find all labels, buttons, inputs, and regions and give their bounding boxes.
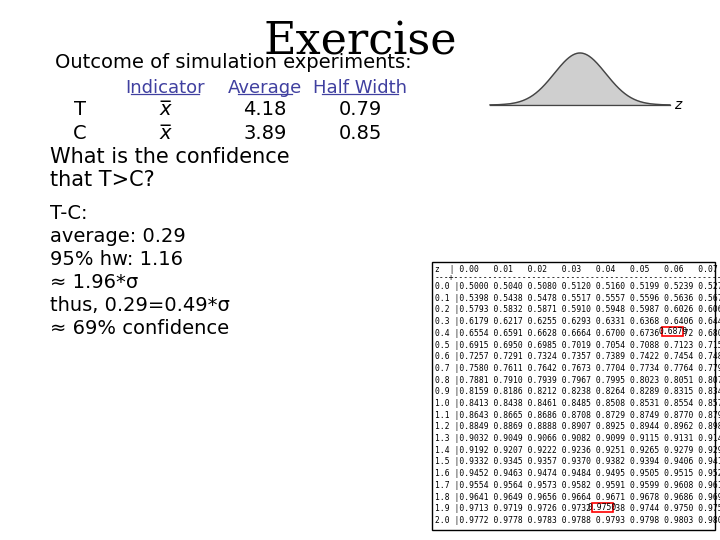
Text: 1.4 |0.9192 0.9207 0.9222 0.9236 0.9251 0.9265 0.9279 0.9292 0.9306 0.9319: 1.4 |0.9192 0.9207 0.9222 0.9236 0.9251 … <box>435 446 720 455</box>
Text: What is the confidence: What is the confidence <box>50 147 289 167</box>
Polygon shape <box>490 53 670 105</box>
Text: 1.9 |0.9713 0.9719 0.9726 0.9732 0.9738 0.9744 0.9750 0.9756 0.9761 0.9767: 1.9 |0.9713 0.9719 0.9726 0.9732 0.9738 … <box>435 504 720 514</box>
Text: 1.1 |0.8643 0.8665 0.8686 0.8708 0.8729 0.8749 0.8770 0.8790 0.8810 0.8830: 1.1 |0.8643 0.8665 0.8686 0.8708 0.8729 … <box>435 411 720 420</box>
Text: Half Width: Half Width <box>313 79 407 97</box>
Text: T-C:: T-C: <box>50 204 88 223</box>
Text: 1.3 |0.9032 0.9049 0.9066 0.9082 0.9099 0.9115 0.9131 0.9147 0.9162 0.9177: 1.3 |0.9032 0.9049 0.9066 0.9082 0.9099 … <box>435 434 720 443</box>
Text: 0.79: 0.79 <box>338 100 382 119</box>
Text: ≈ 1.96*σ: ≈ 1.96*σ <box>50 273 138 292</box>
Text: x̅: x̅ <box>159 124 171 143</box>
Text: 2.0 |0.9772 0.9778 0.9783 0.9788 0.9793 0.9798 0.9803 0.9808 0.9812 0.9817: 2.0 |0.9772 0.9778 0.9783 0.9788 0.9793 … <box>435 516 720 525</box>
Text: ---+------------------------------------------------------------------------: ---+------------------------------------… <box>435 273 720 282</box>
Text: z  | 0.00   0.01   0.02   0.03   0.04   0.05   0.06   0.07   0.08   0.09: z | 0.00 0.01 0.02 0.03 0.04 0.05 0.06 0… <box>435 265 720 274</box>
Text: 1.8 |0.9641 0.9649 0.9656 0.9664 0.9671 0.9678 0.9686 0.9693 0.9699 0.9706: 1.8 |0.9641 0.9649 0.9656 0.9664 0.9671 … <box>435 492 720 502</box>
Text: thus, 0.29=0.49*σ: thus, 0.29=0.49*σ <box>50 296 230 315</box>
Text: 1.6 |0.9452 0.9463 0.9474 0.9484 0.9495 0.9505 0.9515 0.9525 0.9535 0.9545: 1.6 |0.9452 0.9463 0.9474 0.9484 0.9495 … <box>435 469 720 478</box>
Text: 0.6 |0.7257 0.7291 0.7324 0.7357 0.7389 0.7422 0.7454 0.7486 0.7517 0.7549: 0.6 |0.7257 0.7291 0.7324 0.7357 0.7389 … <box>435 352 720 361</box>
Text: 0.1 |0.5398 0.5438 0.5478 0.5517 0.5557 0.5596 0.5636 0.5675 0.5714 0.5753: 0.1 |0.5398 0.5438 0.5478 0.5517 0.5557 … <box>435 294 720 303</box>
Text: 1.7 |0.9554 0.9564 0.9573 0.9582 0.9591 0.9599 0.9608 0.9616 0.9625 0.9633: 1.7 |0.9554 0.9564 0.9573 0.9582 0.9591 … <box>435 481 720 490</box>
Text: 0.9750: 0.9750 <box>588 503 617 512</box>
Text: 4.18: 4.18 <box>243 100 287 119</box>
FancyBboxPatch shape <box>432 262 715 530</box>
Text: 0.3 |0.6179 0.6217 0.6255 0.6293 0.6331 0.6368 0.6406 0.6443 0.6480 0.6517: 0.3 |0.6179 0.6217 0.6255 0.6293 0.6331 … <box>435 317 720 326</box>
Text: ≈ 69% confidence: ≈ 69% confidence <box>50 319 229 338</box>
Text: 0.4 |0.6554 0.6591 0.6628 0.6664 0.6700 0.6736 0.6772 0.6808 0.6844 0.6879: 0.4 |0.6554 0.6591 0.6628 0.6664 0.6700 … <box>435 329 720 338</box>
Text: C: C <box>73 124 87 143</box>
Text: 0.0 |0.5000 0.5040 0.5080 0.5120 0.5160 0.5199 0.5239 0.5279 0.5319 0.5359: 0.0 |0.5000 0.5040 0.5080 0.5120 0.5160 … <box>435 282 720 291</box>
Text: 1.2 |0.8849 0.8869 0.8888 0.8907 0.8925 0.8944 0.8962 0.8980 0.8997 0.9015: 1.2 |0.8849 0.8869 0.8888 0.8907 0.8925 … <box>435 422 720 431</box>
Text: Average: Average <box>228 79 302 97</box>
FancyBboxPatch shape <box>662 327 683 336</box>
Text: 1.5 |0.9332 0.9345 0.9357 0.9370 0.9382 0.9394 0.9406 0.9418 0.9429 0.9441: 1.5 |0.9332 0.9345 0.9357 0.9370 0.9382 … <box>435 457 720 467</box>
Text: 3.89: 3.89 <box>243 124 287 143</box>
Text: Indicator: Indicator <box>125 79 204 97</box>
FancyBboxPatch shape <box>592 503 613 512</box>
Text: Outcome of simulation experiments:: Outcome of simulation experiments: <box>55 53 412 72</box>
Text: 0.5 |0.6915 0.6950 0.6985 0.7019 0.7054 0.7088 0.7123 0.7157 0.7190 0.7224: 0.5 |0.6915 0.6950 0.6985 0.7019 0.7054 … <box>435 341 720 349</box>
Text: 0.6879: 0.6879 <box>658 327 688 336</box>
Text: x̅: x̅ <box>159 100 171 119</box>
Text: z: z <box>674 98 681 112</box>
Text: 0.8 |0.7881 0.7910 0.7939 0.7967 0.7995 0.8023 0.8051 0.8078 0.8106 0.8133: 0.8 |0.7881 0.7910 0.7939 0.7967 0.7995 … <box>435 376 720 384</box>
Text: 0.2 |0.5793 0.5832 0.5871 0.5910 0.5948 0.5987 0.6026 0.6064 0.6103 0.6141: 0.2 |0.5793 0.5832 0.5871 0.5910 0.5948 … <box>435 306 720 314</box>
Text: 0.7 |0.7580 0.7611 0.7642 0.7673 0.7704 0.7734 0.7764 0.7794 0.7823 0.7852: 0.7 |0.7580 0.7611 0.7642 0.7673 0.7704 … <box>435 364 720 373</box>
Text: average: 0.29: average: 0.29 <box>50 227 186 246</box>
Text: 1.0 |0.8413 0.8438 0.8461 0.8485 0.8508 0.8531 0.8554 0.8577 0.8599 0.8621: 1.0 |0.8413 0.8438 0.8461 0.8485 0.8508 … <box>435 399 720 408</box>
Text: that T>C?: that T>C? <box>50 170 155 190</box>
Text: 95% hw: 1.16: 95% hw: 1.16 <box>50 250 183 269</box>
Text: Exercise: Exercise <box>264 20 456 63</box>
Text: 0.9 |0.8159 0.8186 0.8212 0.8238 0.8264 0.8289 0.8315 0.8340 0.8365 0.8389: 0.9 |0.8159 0.8186 0.8212 0.8238 0.8264 … <box>435 387 720 396</box>
Text: T: T <box>74 100 86 119</box>
Text: 0.85: 0.85 <box>338 124 382 143</box>
